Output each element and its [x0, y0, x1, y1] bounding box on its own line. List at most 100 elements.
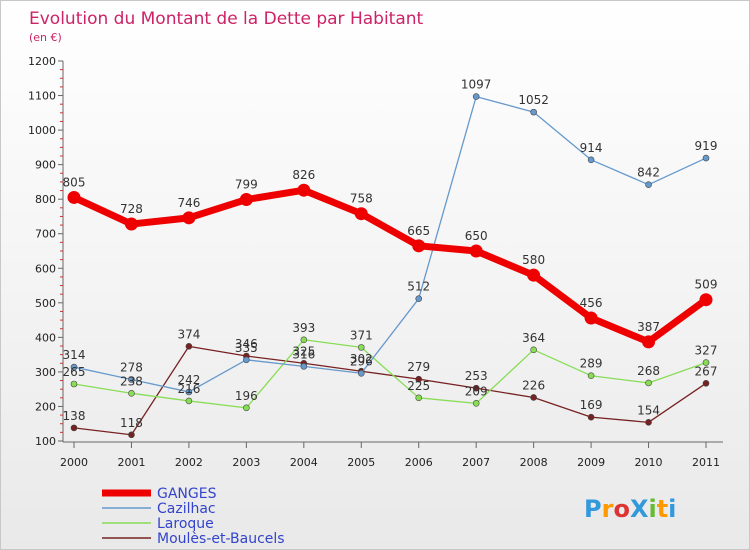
data-label: 226	[522, 378, 545, 392]
data-label: 268	[637, 364, 660, 378]
data-point	[702, 154, 710, 162]
data-point	[472, 93, 480, 100]
data-label: 456	[580, 296, 603, 310]
data-label: 253	[465, 369, 488, 383]
y-tick-label: 1100	[28, 90, 56, 103]
data-label: 758	[350, 192, 373, 206]
data-label: 302	[350, 352, 373, 366]
data-label: 826	[292, 168, 315, 182]
data-point	[357, 369, 365, 377]
series-laroque	[70, 336, 710, 412]
data-label: 138	[63, 409, 86, 423]
y-tick-label: 800	[35, 193, 56, 206]
data-label: 154	[637, 403, 660, 417]
legend-label: GANGES	[157, 486, 217, 502]
data-point	[128, 431, 135, 439]
data-label: 580	[522, 253, 545, 267]
data-label: 914	[580, 141, 603, 155]
data-point	[70, 424, 78, 432]
data-label: 799	[235, 178, 258, 192]
data-label: 364	[522, 331, 545, 345]
chart-title: Evolution du Montant de la Dette par Hab…	[29, 9, 424, 29]
data-point	[182, 211, 196, 225]
data-point	[412, 239, 426, 253]
data-point	[699, 293, 713, 307]
data-point	[415, 375, 423, 383]
data-point	[587, 372, 595, 380]
data-label: 327	[695, 344, 718, 358]
series-layer	[67, 93, 713, 439]
data-point	[185, 388, 193, 396]
y-tick-label: 1200	[28, 55, 56, 68]
axes: 100 200 300 400 500 600 700 800 900 1000 1100 1200 2…	[28, 55, 723, 469]
data-point	[297, 183, 311, 197]
series-moul-s-et-baucels	[70, 343, 710, 439]
data-point	[472, 384, 480, 392]
proxiti-logo: ProXiti	[584, 495, 676, 523]
data-point	[645, 419, 652, 426]
y-tick-label: 900	[35, 159, 56, 172]
data-point	[472, 400, 480, 407]
x-tick-label: 2005	[347, 456, 375, 469]
logo-text: ProXiti	[584, 495, 676, 523]
data-label: 265	[63, 365, 86, 379]
data-label: 393	[292, 321, 315, 335]
y-tick-label: 600	[35, 262, 56, 275]
data-label: 316	[292, 347, 315, 361]
data-point	[243, 404, 250, 412]
y-tick-label: 100	[35, 435, 56, 448]
data-point	[530, 346, 537, 354]
x-tick-label: 2006	[405, 456, 433, 469]
y-tick-label: 1000	[28, 124, 56, 137]
legend-label: Laroque	[157, 516, 214, 532]
data-point	[645, 379, 652, 387]
data-label: 314	[63, 348, 86, 362]
series-line	[73, 339, 707, 409]
data-label: 225	[407, 379, 430, 393]
data-point	[128, 376, 135, 383]
y-tick-label: 500	[35, 297, 56, 310]
data-label: 335	[235, 341, 258, 355]
data-label: 371	[350, 328, 373, 342]
x-tick-label: 2003	[232, 456, 260, 469]
data-label: 509	[695, 278, 718, 292]
data-label: 267	[695, 364, 718, 378]
series-line	[70, 186, 710, 346]
data-point	[530, 394, 537, 401]
data-label: 387	[637, 320, 660, 334]
data-label: 296	[350, 354, 373, 368]
data-point	[70, 380, 78, 388]
y-tick-label: 300	[35, 366, 56, 379]
x-tick-label: 2002	[175, 456, 203, 469]
data-label: 279	[407, 360, 430, 374]
data-point	[124, 217, 138, 231]
data-point	[128, 390, 135, 397]
data-point	[67, 190, 81, 204]
data-point	[415, 394, 423, 402]
x-tick-label: 2011	[692, 456, 720, 469]
data-label: 374	[177, 327, 200, 341]
data-point	[702, 380, 710, 387]
legend-label: Moulès-et-Baucels	[157, 531, 285, 547]
data-point	[185, 343, 193, 350]
data-label: 278	[120, 361, 143, 375]
data-point	[702, 359, 710, 366]
chart-subtitle: (en €)	[29, 31, 62, 44]
data-label: 289	[580, 357, 603, 371]
data-point	[469, 244, 483, 258]
data-point	[300, 363, 308, 370]
data-point	[645, 181, 652, 188]
data-labels: 805 728 746 799 826 758 665 650 580 456 387 509 314 2…	[63, 78, 718, 430]
legend-label: Cazilhac	[157, 501, 216, 517]
y-tick-label: 200	[35, 400, 56, 413]
data-label: 325	[292, 344, 315, 358]
data-label: 118	[120, 416, 143, 430]
x-tick-label: 2007	[462, 456, 490, 469]
x-tick-label: 2009	[577, 456, 605, 469]
data-label: 650	[465, 229, 488, 243]
data-label: 346	[235, 337, 258, 351]
data-point	[354, 207, 368, 221]
